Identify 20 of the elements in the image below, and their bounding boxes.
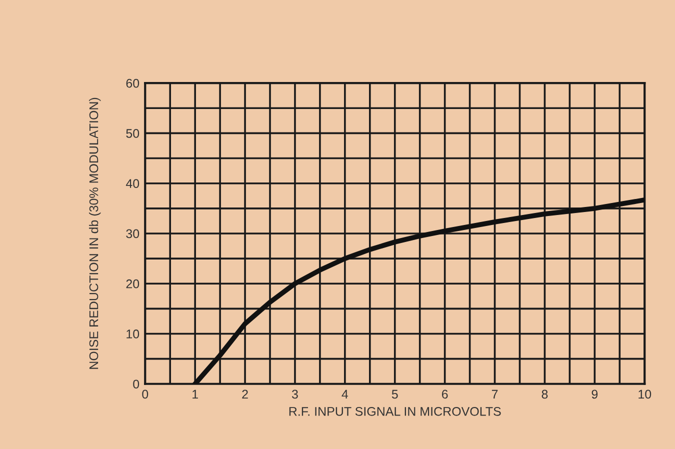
x-tick-label: 9 <box>592 390 598 399</box>
x-tick-label: 3 <box>292 390 298 399</box>
x-tick-label: 7 <box>492 390 498 399</box>
x-axis-title: R.F. INPUT SIGNAL IN MICROVOLTS <box>289 406 501 416</box>
x-tick-label: 2 <box>242 390 248 399</box>
y-tick-label: 20 <box>126 279 140 288</box>
y-tick-label: 10 <box>126 330 140 338</box>
x-tick-label: 6 <box>442 390 448 399</box>
y-tick-label: 30 <box>126 229 140 238</box>
y-tick-label: 60 <box>126 78 140 88</box>
x-tick-label: 10 <box>638 390 652 399</box>
x-tick-label: 5 <box>392 390 398 399</box>
y-tick-label: 40 <box>126 179 140 188</box>
x-tick-label: 8 <box>542 390 548 399</box>
x-tick-label: 1 <box>192 390 198 399</box>
y-tick-label: 0 <box>133 380 140 389</box>
x-tick-label: 4 <box>342 390 348 399</box>
y-tick-label: 50 <box>126 129 140 138</box>
y-axis-title: NOISE REDUCTION IN db (30% MODULATION) <box>89 98 101 369</box>
x-tick-label: 0 <box>142 390 148 399</box>
